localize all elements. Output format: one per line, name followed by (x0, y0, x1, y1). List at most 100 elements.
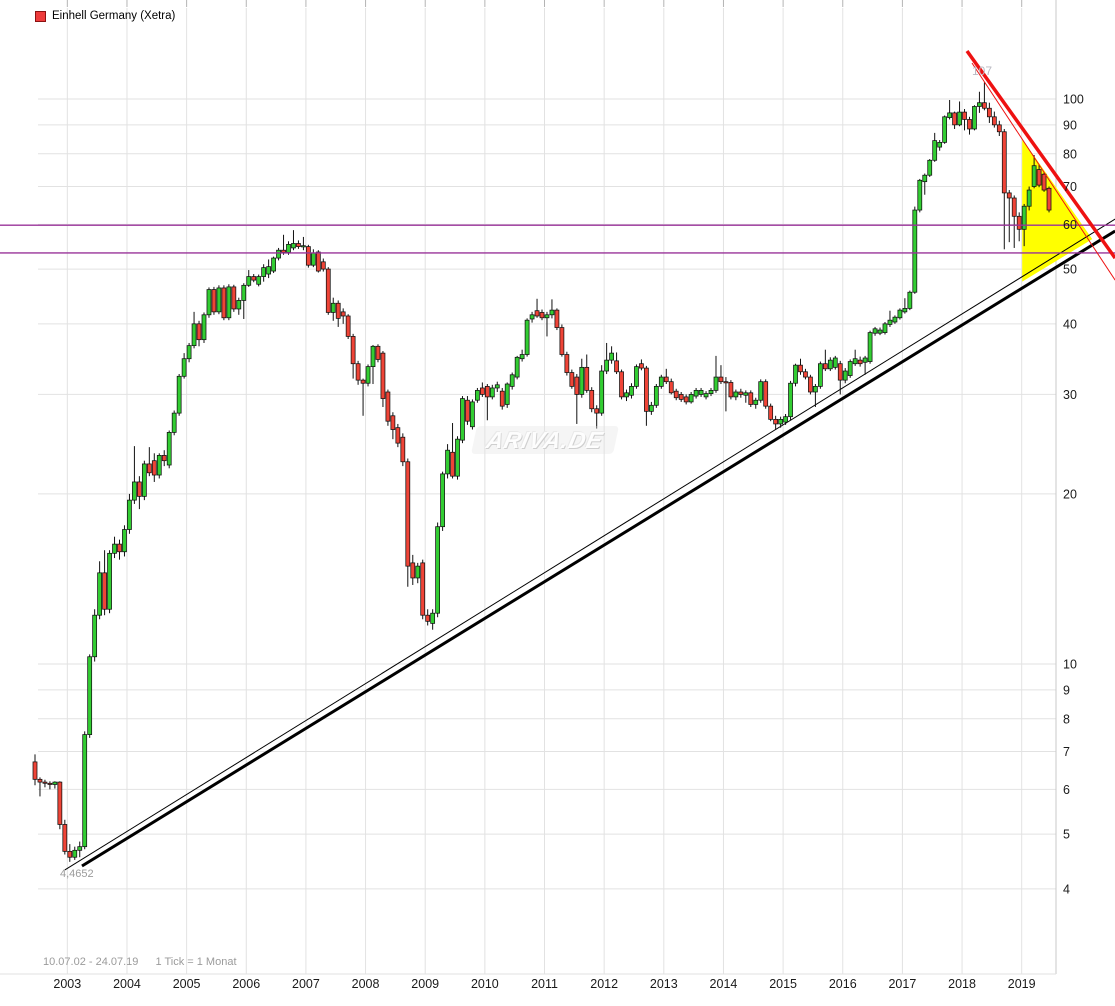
y-tick-label: 20 (1063, 487, 1077, 501)
candle (52, 781, 58, 785)
candle (927, 159, 933, 176)
candle (817, 363, 823, 387)
candles (32, 82, 1052, 862)
candle (241, 284, 247, 301)
candle (842, 370, 848, 381)
candle (325, 268, 331, 313)
candle (569, 372, 575, 387)
candle (991, 116, 997, 126)
candle (400, 436, 406, 463)
candle (320, 261, 326, 270)
date-range-label: 10.07.02 - 24.07.19 (43, 956, 139, 968)
candle (92, 614, 98, 658)
candle (291, 243, 296, 249)
candle (947, 112, 952, 118)
candle (479, 387, 485, 395)
candle (514, 356, 520, 378)
candle (1026, 189, 1032, 207)
high-price-label: 107 (972, 64, 993, 78)
candle (504, 383, 510, 405)
y-tick-label: 80 (1063, 147, 1077, 161)
candle (1001, 131, 1007, 194)
candle (658, 376, 664, 387)
candle (559, 327, 565, 355)
candle (425, 614, 431, 622)
candle (798, 364, 803, 373)
candle (534, 310, 540, 317)
chart-footer: 10.07.02 - 24.07.19 1 Tick = 1 Monat (43, 956, 251, 968)
candle (156, 455, 162, 476)
y-tick-label: 7 (1063, 745, 1070, 759)
x-tick-label: 2016 (829, 977, 857, 991)
candle (470, 401, 475, 428)
candle (395, 427, 401, 444)
candle (887, 319, 893, 325)
candle (619, 371, 624, 398)
candle (942, 116, 948, 143)
candle (47, 782, 53, 785)
x-tick-label: 2013 (650, 977, 678, 991)
candle (599, 370, 605, 414)
candle (166, 432, 172, 466)
candle (226, 286, 232, 319)
candle (609, 352, 614, 361)
candle (276, 249, 281, 259)
candle (310, 252, 316, 266)
candle (574, 376, 580, 395)
x-tick-label: 2019 (1008, 977, 1036, 991)
candle (1011, 197, 1017, 217)
candle (986, 107, 992, 118)
candle (72, 849, 78, 858)
candle (723, 381, 729, 384)
candle (499, 390, 505, 407)
y-tick-label: 60 (1063, 218, 1077, 232)
tick-interval-label: 1 Tick = 1 Monat (155, 956, 237, 968)
candle (524, 319, 530, 355)
candle (261, 267, 267, 277)
candle (455, 438, 460, 477)
x-tick-label: 2009 (411, 977, 439, 991)
candle (778, 418, 783, 425)
candle (57, 781, 63, 825)
candle (1031, 165, 1037, 187)
candle (301, 245, 306, 248)
candle (668, 381, 674, 394)
uptrend-support-thick (81, 229, 1115, 868)
candle (345, 315, 351, 337)
candle (77, 846, 83, 851)
candle (857, 359, 863, 365)
y-tick-label: 4 (1063, 882, 1070, 896)
candle (877, 329, 883, 334)
candle (529, 314, 535, 320)
candle (32, 761, 38, 780)
candle (678, 394, 684, 400)
candle (256, 276, 262, 285)
candle (708, 389, 714, 394)
uptrend-lines (64, 218, 1115, 871)
candle (564, 354, 570, 373)
candle (718, 376, 724, 383)
x-tick-label: 2011 (531, 977, 558, 991)
candle (460, 398, 465, 441)
candle (127, 499, 132, 530)
x-tick-label: 2007 (292, 977, 320, 991)
candle (683, 396, 689, 403)
candle (360, 379, 366, 384)
candle (221, 287, 227, 319)
x-tick-label: 2008 (352, 977, 380, 991)
candle (405, 461, 411, 567)
candle (544, 314, 550, 319)
watermark: ARIVA.DE (471, 426, 619, 454)
candle (137, 481, 142, 497)
candle (489, 387, 495, 398)
candle (146, 463, 152, 474)
watermark-text: ARIVA.DE (484, 426, 606, 453)
candle (952, 112, 957, 126)
candle (892, 316, 898, 323)
candle (141, 463, 147, 497)
candle (579, 366, 585, 395)
candle (445, 449, 450, 475)
candle (867, 332, 873, 362)
